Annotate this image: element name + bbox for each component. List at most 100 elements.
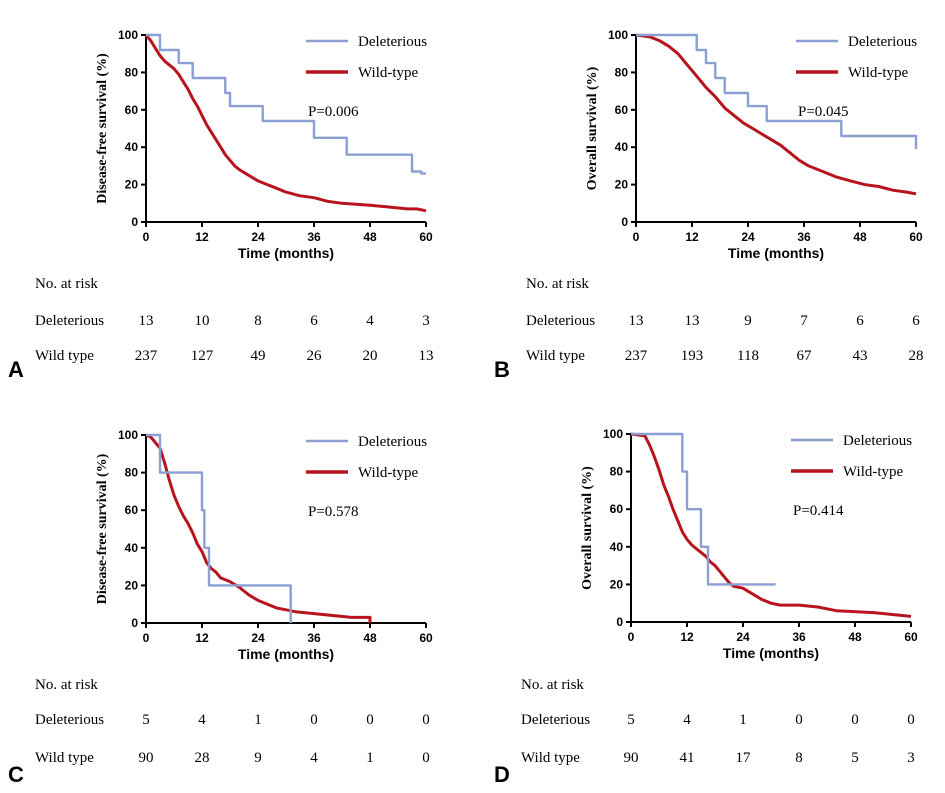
y-tick-label: 40 <box>610 540 624 554</box>
y-tick-label: 0 <box>131 215 138 229</box>
risk-value: 1 <box>254 712 262 728</box>
x-axis-title: Time (months) <box>238 245 334 261</box>
p-value-label: P=0.414 <box>793 503 844 519</box>
risk-value: 4 <box>366 313 374 329</box>
risk-table-title: No. at risk <box>35 276 98 292</box>
risk-value: 26 <box>307 348 323 364</box>
risk-table-title: No. at risk <box>35 677 98 693</box>
y-tick-label: 0 <box>131 616 138 630</box>
risk-value: 8 <box>795 750 803 766</box>
risk-row-label: Wild type <box>526 348 585 364</box>
series-line-deleterious <box>146 33 426 175</box>
risk-value: 67 <box>797 348 813 364</box>
x-tick-label: 48 <box>363 230 377 244</box>
risk-value: 0 <box>366 712 374 728</box>
y-tick-label: 60 <box>610 502 624 516</box>
series-line-wild-type <box>635 33 917 196</box>
risk-value: 118 <box>737 348 759 364</box>
y-tick-label: 60 <box>615 103 629 117</box>
x-tick-label: 0 <box>628 630 635 644</box>
p-value-label: P=0.006 <box>308 104 359 120</box>
risk-value: 9 <box>744 313 752 329</box>
x-axis-title: Time (months) <box>238 646 334 662</box>
legend-label: Deleterious <box>358 434 427 450</box>
risk-value: 4 <box>310 750 318 766</box>
panel-label: C <box>8 762 24 787</box>
risk-table-title: No. at risk <box>526 276 589 292</box>
risk-value: 13 <box>419 348 434 364</box>
risk-value: 237 <box>135 348 158 364</box>
y-tick-label: 60 <box>125 103 139 117</box>
risk-value: 193 <box>681 348 704 364</box>
x-tick-label: 12 <box>680 630 694 644</box>
panel-label: A <box>8 357 24 382</box>
y-tick-label: 100 <box>603 427 623 441</box>
panel-label: B <box>494 357 510 382</box>
x-tick-label: 24 <box>251 631 265 645</box>
risk-value: 5 <box>142 712 150 728</box>
risk-table-title: No. at risk <box>521 677 584 693</box>
panel-label: D <box>494 762 510 787</box>
x-tick-label: 0 <box>143 631 150 645</box>
legend-label: Deleterious <box>843 433 912 449</box>
x-tick-label: 12 <box>195 230 209 244</box>
risk-value: 17 <box>736 750 752 766</box>
risk-row-label: Wild type <box>35 348 94 364</box>
x-tick-label: 60 <box>419 230 433 244</box>
y-tick-label: 60 <box>125 503 139 517</box>
x-tick-label: 24 <box>251 230 265 244</box>
risk-value: 13 <box>139 313 154 329</box>
risk-value: 28 <box>909 348 924 364</box>
risk-row-label: Wild type <box>35 750 94 766</box>
x-tick-label: 0 <box>143 230 150 244</box>
x-tick-label: 48 <box>363 631 377 645</box>
p-value-label: P=0.045 <box>798 104 849 120</box>
risk-value: 49 <box>251 348 266 364</box>
x-tick-label: 36 <box>307 631 321 645</box>
risk-value: 9 <box>254 750 262 766</box>
legend-label: Wild-type <box>843 464 904 480</box>
risk-value: 0 <box>422 712 430 728</box>
y-tick-label: 40 <box>125 140 139 154</box>
risk-value: 28 <box>195 750 210 766</box>
risk-value: 7 <box>800 313 808 329</box>
y-tick-label: 40 <box>615 140 629 154</box>
series-line-deleterious <box>631 432 776 586</box>
legend-label: Wild-type <box>358 465 419 481</box>
risk-value: 20 <box>363 348 378 364</box>
risk-value: 1 <box>366 750 374 766</box>
y-axis-title: Overall survival (%) <box>580 466 595 590</box>
risk-value: 0 <box>907 712 915 728</box>
y-tick-label: 80 <box>610 465 624 479</box>
series-line-deleterious <box>636 33 918 150</box>
risk-value: 0 <box>851 712 859 728</box>
y-tick-label: 0 <box>616 615 623 629</box>
y-tick-label: 0 <box>621 215 628 229</box>
x-tick-label: 48 <box>848 630 862 644</box>
risk-value: 4 <box>683 712 691 728</box>
risk-value: 237 <box>625 348 648 364</box>
risk-value: 8 <box>254 313 262 329</box>
risk-value: 13 <box>629 313 644 329</box>
x-tick-label: 60 <box>909 230 923 244</box>
x-tick-label: 36 <box>307 230 321 244</box>
x-tick-label: 0 <box>633 230 640 244</box>
x-axis-title: Time (months) <box>728 245 824 261</box>
risk-row-label: Deleterious <box>521 712 590 728</box>
x-tick-label: 60 <box>419 631 433 645</box>
y-axis-title: Overall survival (%) <box>585 66 600 190</box>
series-line-wild-type <box>145 433 372 623</box>
y-tick-label: 40 <box>125 541 139 555</box>
x-tick-label: 48 <box>853 230 867 244</box>
y-tick-label: 80 <box>125 65 139 79</box>
x-tick-label: 12 <box>685 230 699 244</box>
risk-value: 0 <box>422 750 430 766</box>
risk-value: 6 <box>310 313 318 329</box>
x-tick-label: 60 <box>904 630 918 644</box>
series-line-deleterious <box>146 433 292 623</box>
x-tick-label: 24 <box>736 630 750 644</box>
